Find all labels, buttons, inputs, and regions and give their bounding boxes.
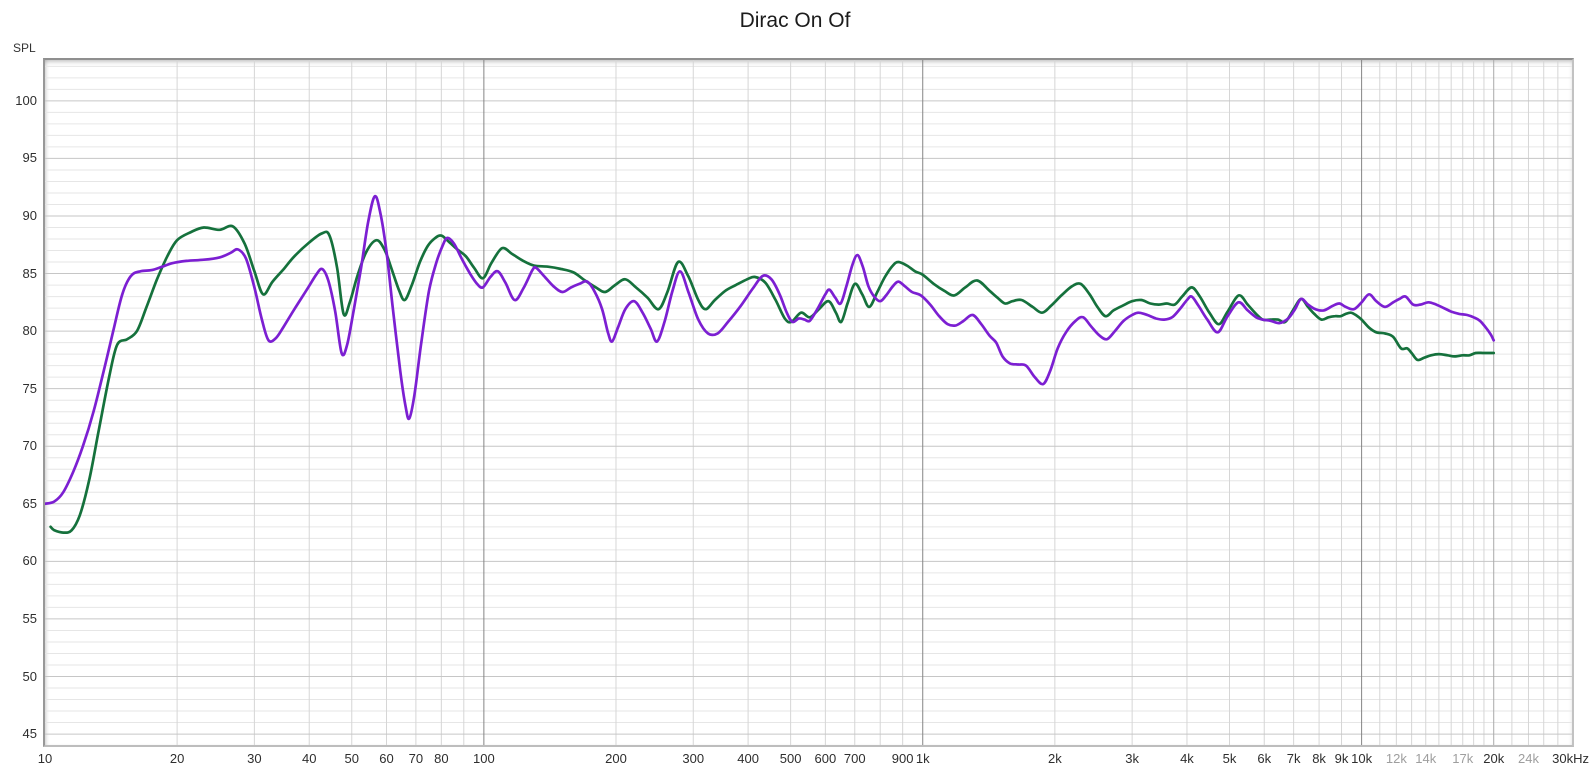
x-tick-label: 200: [605, 751, 627, 766]
x-tick-label: 4k: [1180, 751, 1194, 766]
y-tick-label: 75: [22, 380, 37, 396]
y-tick-label: 95: [22, 150, 37, 166]
x-tick-label: 100: [473, 751, 495, 766]
x-tick-label: 40: [301, 751, 317, 766]
y-tick-label: 60: [22, 553, 37, 569]
x-tick-label: 7k: [1286, 751, 1301, 766]
plot-area[interactable]: [43, 58, 1574, 747]
x-tick-label: 700: [843, 751, 866, 766]
x-tick-label: 10: [37, 751, 53, 766]
x-tick-label: 20k: [1483, 751, 1505, 766]
green-trace: [49, 224, 1496, 534]
x-tick-label: 8k: [1312, 751, 1326, 766]
x-tick-label: 5k: [1222, 751, 1237, 766]
x-tick-label: 2k: [1047, 751, 1062, 766]
x-tick-label: 80: [434, 751, 449, 766]
x-tick-label: 30: [247, 751, 262, 766]
x-tick-label: 400: [737, 751, 759, 766]
x-tick-label: 600: [814, 751, 837, 766]
x-tick-label: 20: [169, 751, 185, 766]
x-tick-label: 6k: [1257, 751, 1272, 766]
x-tick-label: 14k: [1415, 751, 1437, 766]
y-tick-label: 65: [22, 495, 37, 511]
x-tick-label: 50: [344, 751, 359, 766]
x-tick-label: 17k: [1452, 751, 1474, 766]
x-tick-label: 900: [891, 751, 914, 766]
y-tick-label: 70: [22, 438, 37, 454]
y-tick-label: 90: [22, 207, 37, 223]
x-tick-label: 60: [379, 751, 394, 766]
x-tick-label: 9k: [1334, 751, 1349, 766]
y-tick-label: 100: [15, 92, 37, 108]
purple-trace: [45, 194, 1496, 506]
chart-title: Dirac On Of: [739, 9, 851, 32]
x-tick-label: 3k: [1125, 751, 1139, 766]
y-tick-label: 50: [22, 668, 37, 684]
y-tick-label: 55: [22, 610, 37, 626]
x-tick-label: 30kHz: [1552, 751, 1589, 766]
x-tick-label: 70: [408, 751, 424, 766]
x-tick-label: 12k: [1385, 751, 1407, 766]
y-tick-label: 45: [22, 726, 37, 742]
y-tick-label: 85: [22, 265, 37, 281]
graph-canvas: [45, 60, 1572, 745]
x-tick-label: 500: [779, 751, 802, 766]
x-tick-label: 300: [682, 751, 705, 766]
spl-axis-label: SPL: [13, 41, 36, 55]
x-tick-label: 1k: [915, 751, 930, 766]
x-tick-label: 10k: [1351, 751, 1373, 766]
y-tick-label: 80: [22, 323, 37, 339]
x-tick-label: 24k: [1517, 751, 1539, 766]
